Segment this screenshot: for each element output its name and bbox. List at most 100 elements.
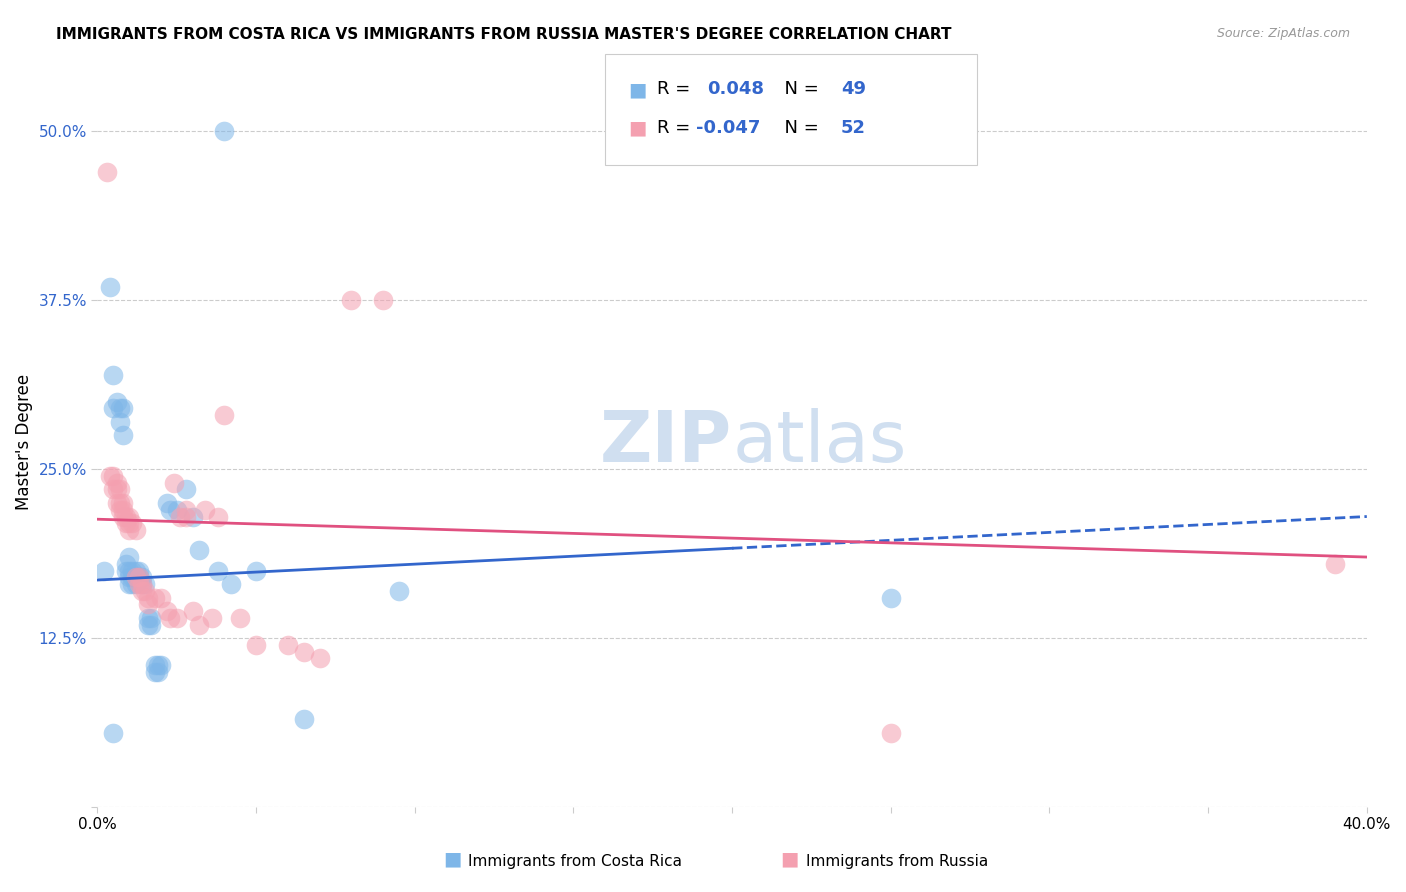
Point <box>880 725 903 739</box>
Point <box>131 577 153 591</box>
Point <box>141 617 163 632</box>
Point <box>245 564 267 578</box>
Point <box>103 483 125 497</box>
Point <box>118 549 141 564</box>
Text: -0.047: -0.047 <box>696 119 761 136</box>
Point <box>118 570 141 584</box>
Point <box>111 502 134 516</box>
Point <box>121 570 143 584</box>
Point <box>131 583 153 598</box>
Point <box>156 496 179 510</box>
Point <box>105 496 128 510</box>
Point <box>121 516 143 531</box>
Point <box>108 496 131 510</box>
Point <box>1324 557 1347 571</box>
Point <box>105 483 128 497</box>
Text: R =: R = <box>657 80 696 98</box>
Point <box>149 658 172 673</box>
Text: Immigrants from Russia: Immigrants from Russia <box>806 854 988 869</box>
Point <box>111 401 134 416</box>
Text: 52: 52 <box>841 119 866 136</box>
Point <box>128 564 150 578</box>
Point <box>136 617 159 632</box>
Text: R =: R = <box>657 119 696 136</box>
Point <box>169 509 191 524</box>
Point <box>149 591 172 605</box>
Point <box>143 658 166 673</box>
Text: ■: ■ <box>628 80 647 99</box>
Point <box>121 564 143 578</box>
Point <box>93 564 115 578</box>
Text: ■: ■ <box>628 119 647 137</box>
Point <box>143 665 166 679</box>
Point <box>105 475 128 490</box>
Point <box>111 428 134 442</box>
Point <box>136 611 159 625</box>
Point <box>108 415 131 429</box>
Point <box>98 280 121 294</box>
Point <box>115 516 138 531</box>
Point <box>176 509 198 524</box>
Point <box>308 651 330 665</box>
Point <box>115 564 138 578</box>
Point <box>118 509 141 524</box>
Point <box>219 577 242 591</box>
Point <box>207 564 229 578</box>
Point <box>108 401 131 416</box>
Point <box>136 591 159 605</box>
Point <box>103 725 125 739</box>
Text: N =: N = <box>773 80 825 98</box>
Point <box>277 638 299 652</box>
Point <box>292 712 315 726</box>
Point <box>188 543 211 558</box>
Point <box>118 516 141 531</box>
Point <box>201 611 224 625</box>
Point <box>166 611 188 625</box>
Text: Immigrants from Costa Rica: Immigrants from Costa Rica <box>468 854 682 869</box>
Point <box>245 638 267 652</box>
Point <box>111 509 134 524</box>
Point <box>146 665 169 679</box>
Point <box>108 502 131 516</box>
Point <box>118 523 141 537</box>
Point <box>124 570 146 584</box>
Point <box>124 523 146 537</box>
Text: ■: ■ <box>780 850 799 869</box>
Point <box>98 469 121 483</box>
Point <box>134 583 156 598</box>
Point <box>105 394 128 409</box>
Point <box>159 611 181 625</box>
Point <box>146 658 169 673</box>
Point <box>131 570 153 584</box>
Text: N =: N = <box>773 119 825 136</box>
Point <box>207 509 229 524</box>
Text: IMMIGRANTS FROM COSTA RICA VS IMMIGRANTS FROM RUSSIA MASTER'S DEGREE CORRELATION: IMMIGRANTS FROM COSTA RICA VS IMMIGRANTS… <box>56 27 952 42</box>
Point <box>131 577 153 591</box>
Point <box>181 604 204 618</box>
Point <box>118 564 141 578</box>
Point <box>162 475 184 490</box>
Text: ■: ■ <box>443 850 461 869</box>
Point <box>124 564 146 578</box>
Point <box>103 469 125 483</box>
Y-axis label: Master's Degree: Master's Degree <box>15 374 32 510</box>
Point <box>176 483 198 497</box>
Point <box>128 570 150 584</box>
Point <box>115 509 138 524</box>
Point <box>194 502 217 516</box>
Point <box>166 502 188 516</box>
Point <box>141 611 163 625</box>
Point <box>340 293 363 308</box>
Text: atlas: atlas <box>733 408 907 476</box>
Point <box>292 645 315 659</box>
Point <box>176 502 198 516</box>
Text: 0.048: 0.048 <box>707 80 765 98</box>
Point <box>214 124 236 138</box>
Point <box>96 165 118 179</box>
Point <box>128 570 150 584</box>
Point <box>103 368 125 382</box>
Point <box>124 577 146 591</box>
Point <box>214 408 236 422</box>
Point <box>111 496 134 510</box>
Point <box>103 401 125 416</box>
